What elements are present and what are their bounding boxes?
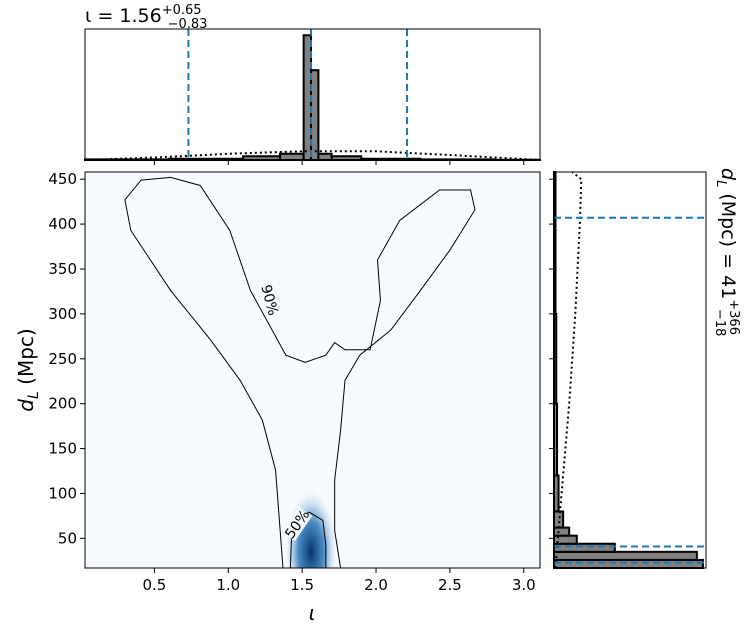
hist-bar — [304, 35, 311, 160]
x-tick-label: 1.0 — [216, 576, 240, 594]
x-label: ι — [309, 601, 316, 625]
y-tick-label: 250 — [48, 350, 77, 368]
y-tick-label: 350 — [48, 260, 77, 278]
hist-bar — [280, 154, 304, 160]
hist-bar — [243, 156, 280, 160]
hist-bar — [554, 476, 559, 512]
hist-bar — [318, 154, 331, 160]
y-tick-label: 100 — [48, 484, 77, 502]
rt-sub: L — [713, 180, 728, 187]
right-title: dL (Mpc) = 41+366−18 — [712, 168, 741, 336]
hist-bar — [554, 544, 615, 552]
x-tick-label: 2.0 — [364, 576, 388, 594]
hist-bar — [554, 511, 563, 527]
y-tick-label: 200 — [48, 395, 77, 413]
rt-minus: −18 — [712, 309, 727, 336]
y-tick-label: 50 — [58, 529, 77, 547]
y-tick-label: 300 — [48, 305, 77, 323]
right-frame — [554, 172, 706, 568]
y-tick-label: 450 — [48, 170, 77, 188]
yl-d: d — [14, 399, 38, 412]
hist-bar — [554, 560, 703, 568]
yl-sub: L — [26, 391, 42, 399]
x-tick-label: 3.0 — [512, 576, 536, 594]
title: ι = 1.56+0.65−0.83 — [85, 3, 207, 32]
hist-bar — [311, 70, 318, 160]
rt-main: (Mpc) = 41 — [717, 187, 739, 299]
yl-rest: (Mpc) — [14, 328, 38, 391]
hist-bar — [332, 156, 362, 160]
title-main: ι = 1.56 — [85, 5, 162, 27]
rt-plus: +366 — [726, 299, 741, 335]
x-tick-label: 1.5 — [290, 576, 314, 594]
y-tick-label: 400 — [48, 215, 77, 233]
x-tick-label: 2.5 — [438, 576, 462, 594]
title-plus: +0.65 — [162, 3, 202, 18]
y-label: dL (Mpc) — [14, 328, 42, 411]
rt-d: d — [717, 168, 739, 181]
hist-bar — [554, 552, 697, 560]
y-tick-label: 150 — [48, 440, 77, 458]
density — [285, 490, 337, 614]
hist-bar — [554, 528, 569, 536]
x-tick-label: 0.5 — [143, 576, 167, 594]
